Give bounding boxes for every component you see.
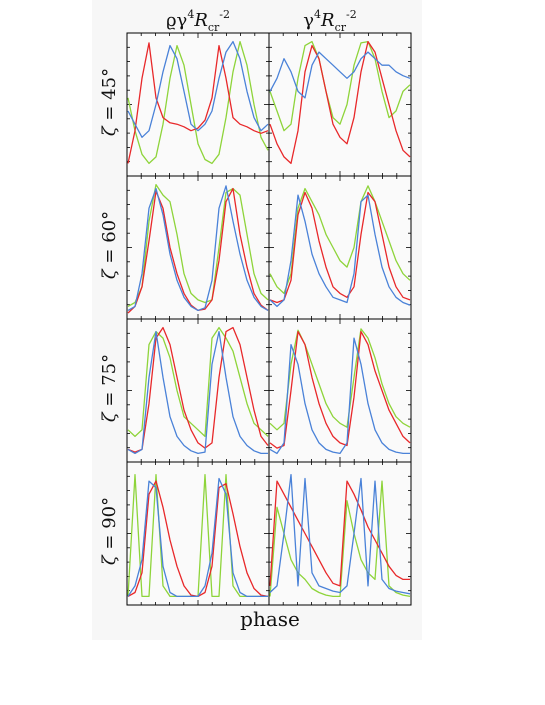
panel-r1-c1-bg (127, 33, 269, 176)
row-label-1: ζ = 45° (99, 68, 120, 136)
series-green-r2-c1 (127, 183, 269, 307)
series-blue-r4-c2 (269, 473, 411, 595)
panel-r2-c1-bg (127, 176, 269, 319)
row-label-1-text: = 45° (99, 68, 120, 126)
series-green-r2-c2 (269, 185, 411, 295)
column-header-2-exp: 4 (314, 8, 321, 21)
series-blue-r1-c2 (269, 51, 411, 99)
column-header-1: ϱγ4Rcr-2 (166, 8, 230, 34)
row-label-2: ζ = 60° (99, 211, 120, 279)
row-label-2-symbol: ζ (99, 268, 120, 279)
series-green-r1-c1 (127, 40, 269, 165)
series-blue-r2-c2 (269, 194, 411, 308)
panel-r2-c1 (126, 175, 270, 320)
series-red-r3-c1 (127, 326, 269, 453)
panel-r2-c2 (268, 175, 412, 320)
column-header-1-base: ϱγ (166, 10, 187, 31)
panel-r3-c2-bg (269, 319, 411, 462)
series-red-r1-c2 (269, 40, 411, 165)
row-label-1-symbol: ζ (99, 125, 120, 136)
series-blue-r2-c1 (127, 185, 269, 312)
panel-r2-c2-bg (269, 176, 411, 319)
panel-r1-c2 (268, 32, 412, 177)
panel-r4-c2 (268, 461, 412, 606)
series-blue-r4-c1 (127, 477, 268, 598)
row-label-3: ζ = 75° (99, 354, 120, 422)
series-green-r4-c2 (269, 480, 411, 598)
panel-r3-c1 (126, 318, 270, 463)
series-red-r1-c1 (127, 42, 269, 164)
panel-r4-c2-frame (268, 461, 412, 606)
panel-r3-c2 (268, 318, 412, 463)
column-header-1-sub: cr (208, 21, 220, 34)
row-label-4-text: = 90° (99, 497, 120, 555)
column-header-1-exp2: -2 (219, 8, 230, 21)
series-red-r3-c2 (269, 330, 411, 449)
row-label-4-symbol: ζ (99, 554, 120, 565)
column-header-2-sub: cr (335, 21, 347, 34)
series-red-r2-c2 (269, 191, 411, 304)
column-header-2-base: γ (303, 10, 314, 31)
column-header-2: γ4Rcr-2 (303, 8, 356, 34)
row-label-3-text: = 75° (99, 354, 120, 412)
row-label-2-text: = 60° (99, 211, 120, 269)
series-blue-r3-c1 (127, 330, 268, 455)
column-header-1-exp: 4 (187, 8, 194, 21)
series-blue-r1-c1 (127, 40, 269, 138)
x-axis-label: phase (240, 607, 300, 631)
panel-r4-c1 (126, 461, 270, 606)
series-green-r1-c2 (269, 40, 411, 132)
panel-r4-c1-bg (127, 462, 269, 605)
row-label-3-symbol: ζ (99, 411, 120, 422)
series-green-r3-c1 (127, 326, 269, 438)
row-label-4: ζ = 90° (99, 497, 120, 565)
panel-r1-c1 (126, 32, 270, 177)
column-header-1-var: R (193, 10, 208, 31)
series-blue-r3-c2 (269, 337, 410, 455)
panel-r1-c2-bg (269, 33, 411, 176)
column-header-2-var: R (320, 10, 335, 31)
panel-grid (126, 32, 412, 606)
column-header-2-exp2: -2 (346, 8, 357, 21)
